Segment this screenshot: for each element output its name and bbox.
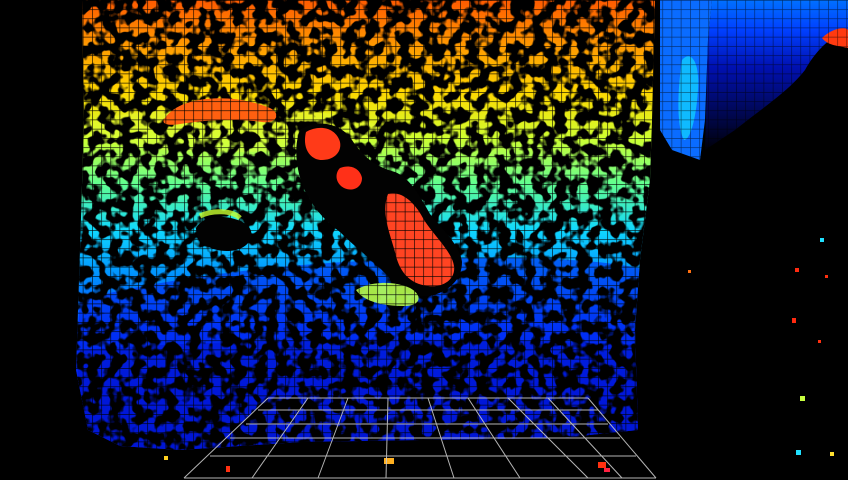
orange-object — [163, 98, 277, 125]
ground-grid-icon — [183, 397, 657, 479]
right-wall — [660, 0, 848, 160]
point-speckles — [164, 238, 834, 472]
foreground-object — [196, 123, 462, 306]
